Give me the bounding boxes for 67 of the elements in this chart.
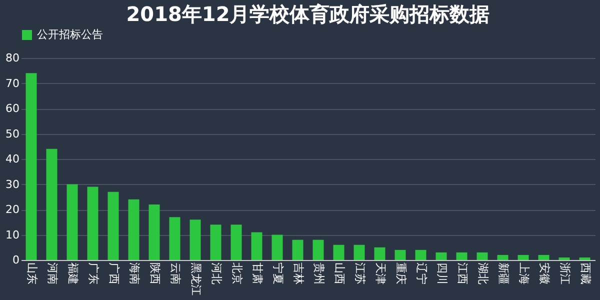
y-tick-label: 50 <box>6 127 20 140</box>
bar <box>210 224 222 260</box>
y-tick-label: 20 <box>6 203 20 216</box>
x-tick-label: 云南 <box>168 262 182 284</box>
x-tick-label: 黑龙江 <box>189 262 202 296</box>
y-tick-label: 40 <box>6 152 20 166</box>
bar <box>87 186 98 260</box>
x-tick-label: 西藏 <box>578 262 592 284</box>
bar <box>394 250 406 260</box>
y-tick-label: 60 <box>6 102 20 115</box>
bar <box>579 257 590 260</box>
bar <box>354 244 365 260</box>
x-tick-label: 江苏 <box>353 262 366 284</box>
bar <box>415 250 426 260</box>
y-tick-label: 70 <box>6 76 20 90</box>
x-tick-label: 贵州 <box>312 262 326 284</box>
x-tick-label: 北京 <box>230 262 244 284</box>
bar <box>190 220 201 260</box>
bar <box>312 240 324 260</box>
chart-title: 2018年12月学校体育政府采购招标数据 <box>126 2 490 26</box>
y-tick-label: 10 <box>6 228 20 242</box>
x-tick-label: 广东 <box>86 262 100 284</box>
x-tick-label: 陕西 <box>148 262 162 284</box>
x-tick-label: 新疆 <box>496 262 510 284</box>
bar <box>374 247 386 260</box>
bar <box>148 204 160 260</box>
bar <box>128 199 140 260</box>
bar <box>292 240 304 260</box>
bar <box>230 224 242 260</box>
x-tick-label: 山西 <box>332 262 346 284</box>
bar <box>333 244 344 260</box>
bar <box>436 252 447 260</box>
x-tick-label: 上海 <box>517 262 530 284</box>
bar <box>108 192 119 260</box>
x-tick-label: 甘肃 <box>250 262 264 284</box>
x-tick-label: 江西 <box>456 262 469 284</box>
x-tick-label: 湖北 <box>476 262 490 284</box>
bar <box>26 73 37 260</box>
bar <box>497 254 508 260</box>
x-tick-label: 重庆 <box>394 262 408 284</box>
x-tick-label: 河北 <box>210 262 223 284</box>
bar <box>538 254 550 260</box>
legend-label: 公开招标公告 <box>37 28 103 41</box>
y-tick-label: 0 <box>12 254 20 266</box>
x-tick-label: 山东 <box>25 262 38 284</box>
x-tick-label: 吉林 <box>292 262 305 284</box>
bar <box>518 254 529 260</box>
bar <box>46 148 58 260</box>
x-tick-label: 宁夏 <box>271 262 284 284</box>
x-tick-label: 四川 <box>435 262 448 284</box>
bar <box>169 217 180 260</box>
bar <box>66 184 78 260</box>
y-tick-label: 30 <box>6 178 20 191</box>
x-tick-label: 海南 <box>128 262 141 284</box>
bar <box>476 252 488 260</box>
x-tick-label: 安徽 <box>538 262 551 284</box>
x-tick-label: 广西 <box>107 262 120 284</box>
x-tick-label: 浙江 <box>558 262 572 284</box>
y-tick-label: 80 <box>6 52 20 64</box>
x-tick-label: 福建 <box>66 262 80 284</box>
x-tick-label: 河南 <box>46 262 59 284</box>
bar <box>272 234 283 260</box>
bar <box>558 257 570 260</box>
bar <box>251 232 262 260</box>
x-tick-label: 辽宁 <box>414 262 428 284</box>
x-tick-label: 天津 <box>374 262 387 284</box>
bar <box>456 252 468 260</box>
